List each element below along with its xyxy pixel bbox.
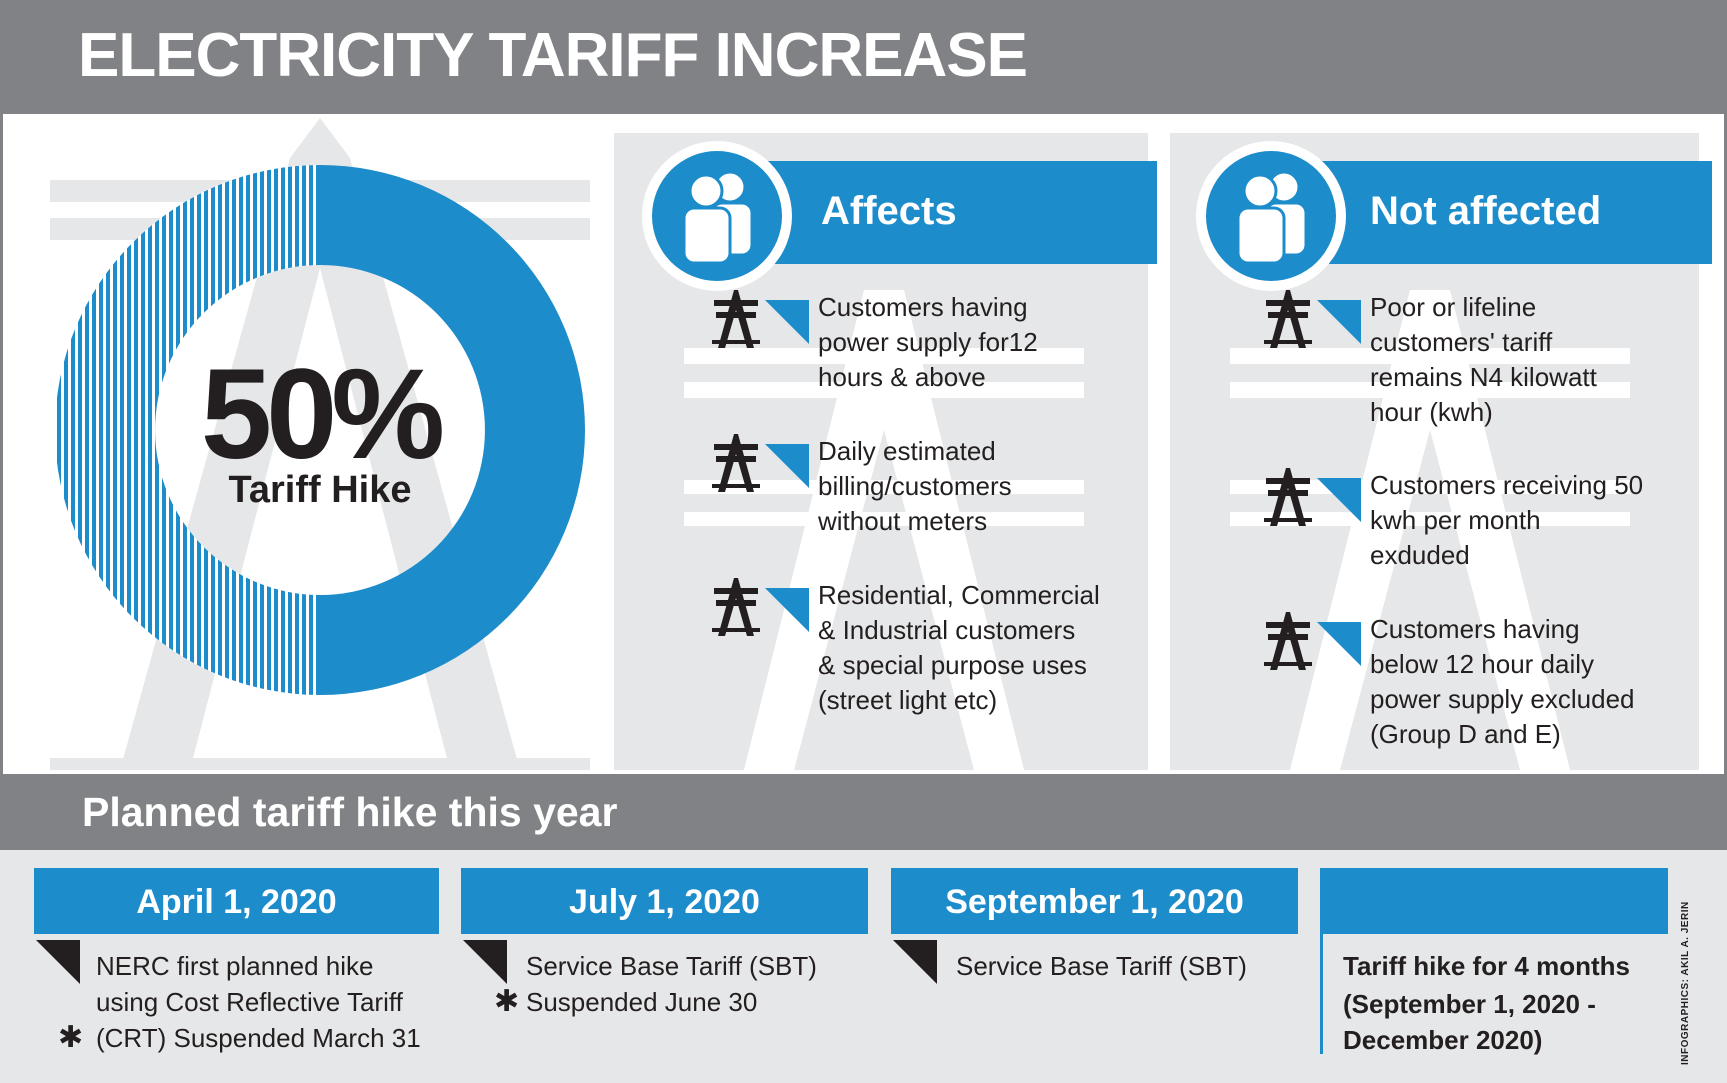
not-affected-item-line: Customers receiving 50	[1370, 470, 1644, 500]
not-affected-item-line: Poor or lifeline	[1370, 292, 1537, 322]
affects-item-line: Residential, Commercial	[818, 580, 1100, 610]
not-affected-item-line: remains N4 kilowatt	[1370, 362, 1597, 392]
power-tower-icon	[1264, 290, 1312, 348]
corner-marker-icon	[893, 940, 937, 984]
affects-item-line: hours & above	[818, 362, 986, 392]
not-affected-item-line: below 12 hour daily	[1370, 649, 1595, 679]
people-icon	[1236, 170, 1308, 265]
not-affected-item-line: exduded	[1370, 540, 1470, 570]
affects-item-line: (street light etc)	[818, 685, 998, 715]
not-affected-icon-circle	[1196, 141, 1346, 291]
timeline-entry-line: NERC first planned hike	[96, 951, 374, 981]
timeline-date-bar: July 1, 2020	[461, 868, 868, 934]
timeline-entry-line: Service Base Tariff (SBT)	[526, 951, 817, 981]
not-affected-item-line: kwh per month	[1370, 505, 1541, 535]
timeline-date: July 1, 2020	[569, 883, 760, 921]
power-tower-icon	[1264, 612, 1312, 670]
corner-marker-icon	[36, 940, 80, 984]
timeline-summary-line: Tariff hike for 4 months	[1343, 951, 1630, 981]
title-bar: ELECTRICITY TARIFF INCREASE	[0, 0, 1727, 114]
affects-icon-circle	[642, 141, 792, 291]
not-affected-item-line: power supply excluded	[1370, 684, 1635, 714]
affects-item-line: & Industrial customers	[818, 615, 1076, 645]
affects-heading: Affects	[821, 189, 957, 233]
power-tower-icon	[1264, 468, 1312, 526]
graphics-credit: INFOGRAPHICS: AKIL A. JERIN	[1680, 901, 1691, 1065]
corner-marker-icon	[463, 940, 507, 984]
not-affected-item-line: customers' tariff	[1370, 327, 1553, 357]
timeline-entry-line: Suspended June 30	[526, 987, 758, 1017]
affects-item-line: without meters	[818, 506, 988, 536]
power-tower-icon	[712, 578, 760, 636]
not-affected-item-line: hour (kwh)	[1370, 397, 1493, 427]
page-title: ELECTRICITY TARIFF INCREASE	[78, 21, 1028, 90]
not-affected-heading: Not affected	[1370, 189, 1602, 233]
tariff-hike-donut	[55, 165, 585, 695]
summary-divider	[1320, 934, 1323, 1054]
timeline-entry-line: using Cost Reflective Tariff	[96, 987, 403, 1017]
timeline-heading: Planned tariff hike this year	[82, 789, 618, 835]
timeline-entry-line: (CRT) Suspended March 31	[96, 1023, 421, 1053]
affects-item-line: Customers having	[818, 292, 1028, 322]
affects-item-line: Daily estimated	[818, 436, 996, 466]
not-affected-item-line: Customers having	[1370, 614, 1580, 644]
donut-unaffected-half	[55, 165, 320, 695]
hike-percent: 50%	[200, 343, 445, 486]
people-icon	[682, 170, 754, 265]
hike-label: Tariff Hike	[228, 469, 412, 511]
timeline-header: Planned tariff hike this year	[0, 774, 1727, 850]
timeline-date-bar: April 1, 2020	[34, 868, 439, 934]
timeline-date: April 1, 2020	[136, 883, 337, 921]
timeline-summary-line: (September 1, 2020 -	[1343, 989, 1596, 1019]
timeline-entry-line: Service Base Tariff (SBT)	[956, 951, 1247, 981]
timeline-summary-line: December 2020)	[1343, 1025, 1543, 1055]
power-tower-icon	[712, 434, 760, 492]
not-affected-item-line: (Group D and E)	[1370, 719, 1561, 749]
donut-hike-segment	[320, 165, 585, 695]
power-tower-icon	[712, 290, 760, 348]
affects-header: Affects	[717, 161, 1157, 264]
asterisk-icon: ✱	[494, 985, 520, 1018]
affects-item-line: power supply for12	[818, 327, 1038, 357]
affects-item-line: & special purpose uses	[818, 650, 1087, 680]
timeline-date-bar: September 1, 2020	[891, 868, 1298, 934]
affects-item-line: billing/customers	[818, 471, 1012, 501]
timeline-summary-bar	[1320, 868, 1668, 934]
timeline-date: September 1, 2020	[945, 883, 1244, 921]
asterisk-icon: ✱	[58, 1021, 84, 1054]
